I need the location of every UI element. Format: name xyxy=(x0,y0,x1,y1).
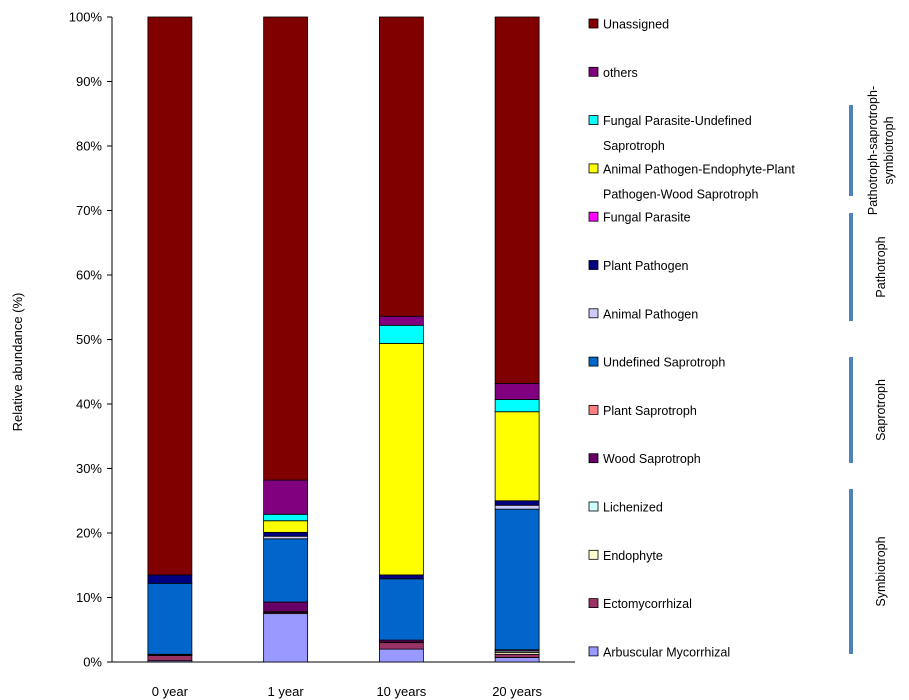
bar-segment xyxy=(147,655,193,662)
legend-swatch xyxy=(588,356,599,367)
group-label-line: Symbiotroph xyxy=(874,536,888,606)
bar-segment xyxy=(378,574,424,580)
group-label-line: Saprotroph xyxy=(874,379,888,441)
bar-segment xyxy=(263,513,309,522)
bar-segment xyxy=(494,653,540,658)
y-tick-label: 10% xyxy=(76,590,102,605)
bar-segment xyxy=(378,578,424,641)
bar-segment xyxy=(263,613,309,663)
legend-label: Unassigned xyxy=(603,18,669,32)
legend-label: Saprotroph xyxy=(603,139,665,153)
x-tick-label: 1 year xyxy=(268,684,305,699)
bar-segment xyxy=(147,574,193,584)
bar-segment xyxy=(378,642,424,650)
bar-segment xyxy=(494,399,540,413)
legend-swatch xyxy=(588,549,599,560)
legend-swatch xyxy=(588,66,599,77)
y-axis-label: Relative abundance (%) xyxy=(10,293,25,432)
x-tick-labels: 0 year 1 year 10 years 20 years xyxy=(152,684,543,699)
y-tick-label: 70% xyxy=(76,203,102,218)
bar-segment xyxy=(494,411,540,502)
bar-segment xyxy=(494,382,540,400)
y-tick-label: 100% xyxy=(69,10,103,25)
legend-label: Ectomycorrhizal xyxy=(603,597,692,611)
bar-segment xyxy=(494,500,540,506)
legend-label: Animal Pathogen-Endophyte-Plant xyxy=(603,162,795,176)
legend-swatch xyxy=(588,646,599,657)
y-tick-label: 30% xyxy=(76,461,102,476)
bar-segment xyxy=(378,342,424,576)
legend-swatch xyxy=(588,18,599,29)
group-label-line: Pathotroph-saprotroph- xyxy=(866,86,880,215)
legend-swatch xyxy=(588,211,599,222)
bar-segment xyxy=(494,657,540,663)
legend-swatch xyxy=(588,404,599,415)
group-label: Pathotroph xyxy=(874,236,888,297)
legend: Unassigned others Fungal Parasite-Undefine… xyxy=(588,18,795,659)
y-tick-label: 20% xyxy=(76,526,102,541)
bars xyxy=(147,16,540,663)
legend-label: Endophyte xyxy=(603,549,663,563)
legend-swatch xyxy=(588,308,599,319)
bar-segment xyxy=(378,324,424,344)
bar-segment xyxy=(494,508,540,651)
group-label-line: symbiotroph xyxy=(882,116,896,184)
bar-segment xyxy=(263,479,309,515)
group-label: Pathotroph-saprotroph-symbiotroph xyxy=(866,86,896,215)
legend-label: Plant Pathogen xyxy=(603,259,689,273)
legend-swatch xyxy=(588,163,599,174)
group-label: Symbiotroph xyxy=(874,536,888,606)
y-tick-label: 90% xyxy=(76,74,102,89)
bar-segment xyxy=(378,315,424,326)
y-tick-labels: 0% 10% 20% 30% 40% 50% 60% 70% 80% 90% 100% xyxy=(69,10,112,670)
y-tick-label: 50% xyxy=(76,332,102,347)
bar-segment xyxy=(494,16,540,384)
bar-segment xyxy=(263,601,309,613)
legend-label: Wood Saprotroph xyxy=(603,452,701,466)
group-label-line: Pathotroph xyxy=(874,236,888,297)
bar-segment xyxy=(147,582,193,655)
legend-label: Fungal Parasite-Undefined xyxy=(603,114,752,128)
legend-swatch xyxy=(588,453,599,464)
y-tick-label: 40% xyxy=(76,397,102,412)
x-tick-label: 20 years xyxy=(492,684,542,699)
legend-swatch xyxy=(588,115,599,125)
y-tick-label: 0% xyxy=(83,655,102,670)
legend-swatch xyxy=(588,501,599,512)
legend-label: Undefined Saprotroph xyxy=(603,356,725,370)
legend-label: Arbuscular Mycorrhizal xyxy=(603,645,730,659)
y-tick-label: 60% xyxy=(76,268,102,283)
y-tick-label: 80% xyxy=(76,139,102,154)
legend-label: Pathogen-Wood Saprotroph xyxy=(603,187,758,201)
bar-segment xyxy=(263,16,309,481)
legend-label: Fungal Parasite xyxy=(603,211,691,225)
bar-segment xyxy=(263,520,309,533)
bar-segment xyxy=(147,16,193,576)
legend-label: Animal Pathogen xyxy=(603,307,698,321)
legend-label: Plant Saprotroph xyxy=(603,404,697,418)
x-tick-label: 10 years xyxy=(376,684,426,699)
bar-segment xyxy=(263,531,309,537)
group-brackets: Pathotroph-saprotroph-symbiotrophPathotr… xyxy=(849,86,896,654)
bar-segment xyxy=(263,538,309,603)
legend-swatch xyxy=(588,598,599,608)
bar-segment xyxy=(378,16,424,317)
x-tick-label: 0 year xyxy=(152,684,189,699)
legend-swatch xyxy=(588,260,599,270)
bar-segment xyxy=(378,648,424,663)
bar-segment xyxy=(494,504,540,510)
group-label: Saprotroph xyxy=(874,379,888,441)
legend-label: Lichenized xyxy=(603,501,663,515)
legend-label: others xyxy=(603,66,638,80)
